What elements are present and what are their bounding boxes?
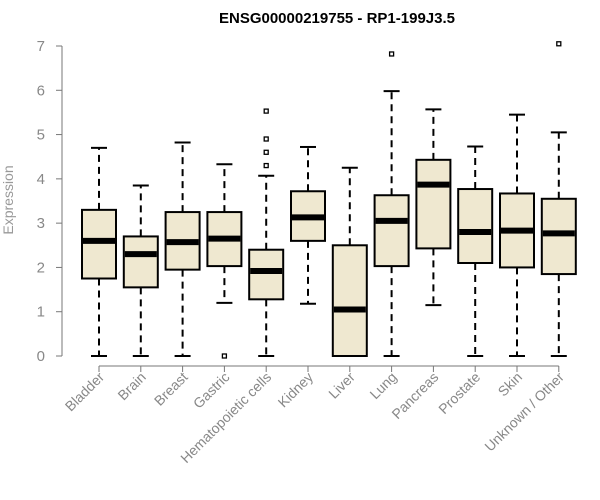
x-tick-label: Liver: [325, 369, 358, 402]
box-prostate: [457, 145, 494, 357]
x-tick-label: Kidney: [275, 369, 317, 411]
box-lung: [373, 51, 410, 357]
y-axis-label: Expression: [0, 165, 16, 234]
box-bladder: [81, 146, 117, 357]
y-tick-label: 2: [37, 259, 45, 276]
x-tick-label: Lung: [366, 369, 399, 402]
x-tick-label: Brain: [114, 369, 148, 403]
y-tick-label: 7: [37, 38, 45, 55]
x-tick-label: Skin: [495, 369, 526, 400]
x-tick-label: Bladder: [62, 369, 108, 415]
box-kidney: [290, 145, 326, 305]
y-tick-label: 1: [37, 304, 45, 321]
box-skin: [499, 113, 535, 357]
outlier-point: [263, 162, 269, 169]
box-hematopoietic-cells: [248, 108, 285, 357]
boxes-group: [81, 41, 577, 359]
box-brain: [122, 184, 159, 357]
outlier-point: [221, 353, 228, 359]
y-tick-label: 5: [37, 127, 45, 144]
outlier-point: [388, 51, 395, 57]
x-tick-label: Unknown / Other: [481, 369, 567, 455]
box-gastric: [206, 163, 243, 359]
outlier-point: [263, 149, 269, 155]
iqr-box: [373, 194, 410, 268]
y-tick-label: 6: [37, 82, 45, 99]
outlier-point: [263, 108, 269, 114]
outlier-point: [263, 136, 269, 142]
box-unknown-other: [540, 41, 577, 357]
y-tick-label: 4: [37, 171, 45, 188]
iqr-box: [248, 248, 285, 301]
box-liver: [331, 166, 368, 358]
iqr-box: [122, 235, 159, 289]
x-tick-label: Breast: [151, 369, 191, 409]
y-tick-label: 0: [37, 348, 45, 365]
iqr-box: [540, 197, 577, 276]
y-tick-label: 3: [37, 215, 45, 232]
outlier-point: [556, 41, 562, 47]
iqr-box: [415, 158, 452, 250]
iqr-box: [331, 244, 368, 358]
x-tick-label: Prostate: [435, 369, 483, 417]
box-pancreas: [415, 108, 452, 307]
iqr-box: [81, 208, 117, 280]
y-axis: 0 1 2 3 4 5 6 7: [37, 38, 63, 365]
box-breast: [164, 141, 201, 357]
iqr-box: [457, 188, 494, 265]
chart-title: ENSG00000219755 - RP1-199J3.5: [219, 10, 455, 27]
